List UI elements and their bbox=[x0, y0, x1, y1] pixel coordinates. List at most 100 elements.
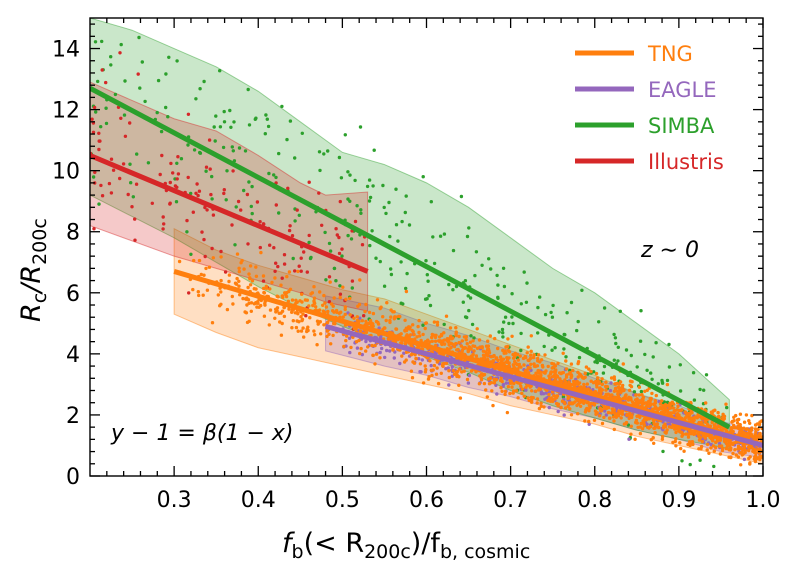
point-tng bbox=[202, 273, 206, 277]
point-tng bbox=[670, 425, 674, 430]
point-tng bbox=[400, 341, 404, 345]
point-illustris bbox=[317, 191, 321, 195]
point-eagle bbox=[541, 392, 546, 396]
point-tng bbox=[488, 334, 492, 338]
point-tng bbox=[343, 305, 347, 309]
point-simba bbox=[451, 288, 455, 292]
point-simba bbox=[213, 139, 217, 143]
point-tng bbox=[661, 404, 665, 408]
point-simba bbox=[218, 125, 223, 129]
point-tng bbox=[300, 292, 304, 296]
point-simba bbox=[214, 114, 218, 118]
point-tng bbox=[576, 361, 580, 366]
point-tng bbox=[697, 434, 701, 438]
point-eagle bbox=[383, 355, 387, 360]
point-simba bbox=[702, 388, 706, 392]
point-simba bbox=[639, 309, 643, 313]
point-simba bbox=[307, 240, 311, 245]
point-simba bbox=[698, 458, 702, 462]
point-simba bbox=[472, 336, 476, 340]
point-tng bbox=[567, 395, 571, 400]
point-tng bbox=[447, 343, 451, 347]
point-tng bbox=[539, 404, 543, 408]
point-simba bbox=[237, 146, 242, 150]
point-simba bbox=[233, 11, 236, 14]
point-tng bbox=[640, 427, 645, 431]
point-tng bbox=[472, 349, 476, 353]
point-simba bbox=[338, 284, 342, 288]
point-tng bbox=[596, 376, 600, 380]
point-simba bbox=[612, 332, 616, 337]
point-tng bbox=[677, 413, 681, 417]
point-eagle bbox=[450, 374, 454, 378]
point-tng bbox=[660, 399, 664, 403]
point-tng bbox=[324, 305, 329, 309]
point-tng bbox=[670, 402, 674, 406]
point-tng bbox=[756, 447, 760, 452]
point-illustris bbox=[276, 264, 280, 269]
point-simba bbox=[194, 97, 198, 101]
x-tick-label: 0.8 bbox=[577, 488, 612, 513]
point-tng bbox=[573, 400, 577, 404]
point-tng bbox=[503, 392, 507, 397]
point-tng bbox=[442, 342, 447, 346]
point-simba bbox=[564, 355, 568, 359]
point-tng bbox=[738, 412, 743, 416]
point-tng bbox=[466, 349, 471, 353]
point-tng bbox=[660, 434, 665, 439]
point-tng bbox=[261, 274, 266, 278]
point-tng bbox=[729, 426, 734, 430]
point-simba bbox=[399, 301, 403, 305]
point-simba bbox=[111, 7, 114, 10]
point-tng bbox=[332, 296, 336, 300]
point-tng bbox=[481, 349, 486, 353]
point-tng bbox=[745, 433, 750, 437]
point-tng bbox=[268, 308, 273, 312]
point-illustris bbox=[274, 203, 278, 207]
point-simba bbox=[113, 92, 118, 97]
point-eagle bbox=[547, 390, 552, 394]
point-tng bbox=[454, 326, 458, 330]
point-tng bbox=[507, 364, 511, 368]
point-tng bbox=[756, 427, 760, 431]
point-tng bbox=[750, 413, 754, 418]
point-illustris bbox=[186, 175, 190, 180]
point-tng bbox=[538, 370, 543, 374]
point-tng bbox=[268, 287, 272, 291]
point-tng bbox=[729, 428, 734, 432]
point-simba bbox=[536, 305, 540, 310]
point-tng bbox=[326, 309, 330, 314]
point-illustris bbox=[258, 245, 262, 250]
point-tng bbox=[471, 344, 475, 348]
point-simba bbox=[489, 267, 493, 271]
point-tng bbox=[605, 385, 609, 389]
point-illustris bbox=[128, 121, 132, 125]
point-tng bbox=[414, 357, 418, 361]
point-tng bbox=[653, 407, 657, 411]
point-tng bbox=[716, 436, 720, 440]
point-eagle bbox=[398, 361, 402, 366]
point-tng bbox=[287, 307, 291, 311]
point-illustris bbox=[295, 208, 299, 212]
point-simba bbox=[425, 273, 429, 277]
point-tng bbox=[546, 398, 550, 403]
point-tng bbox=[524, 385, 528, 389]
point-simba bbox=[100, 39, 104, 44]
point-tng bbox=[367, 310, 372, 315]
point-tng bbox=[444, 361, 449, 365]
point-tng bbox=[207, 265, 212, 269]
point-simba bbox=[501, 331, 505, 335]
axis-ticks: 0.3 0.4 0.5 0.6 0.7 0.8 0.9 1.0 0 2 4 6 8 10 12 14 bbox=[52, 18, 781, 513]
point-tng bbox=[725, 444, 729, 449]
point-tng bbox=[697, 420, 701, 425]
point-tng bbox=[428, 359, 432, 363]
point-tng bbox=[238, 293, 242, 297]
point-simba bbox=[692, 398, 697, 402]
point-tng bbox=[712, 449, 716, 453]
point-tng bbox=[553, 364, 558, 368]
point-eagle bbox=[742, 457, 747, 462]
point-tng bbox=[298, 299, 302, 303]
point-tng bbox=[608, 416, 612, 420]
point-eagle bbox=[420, 358, 424, 362]
point-tng bbox=[366, 345, 370, 349]
